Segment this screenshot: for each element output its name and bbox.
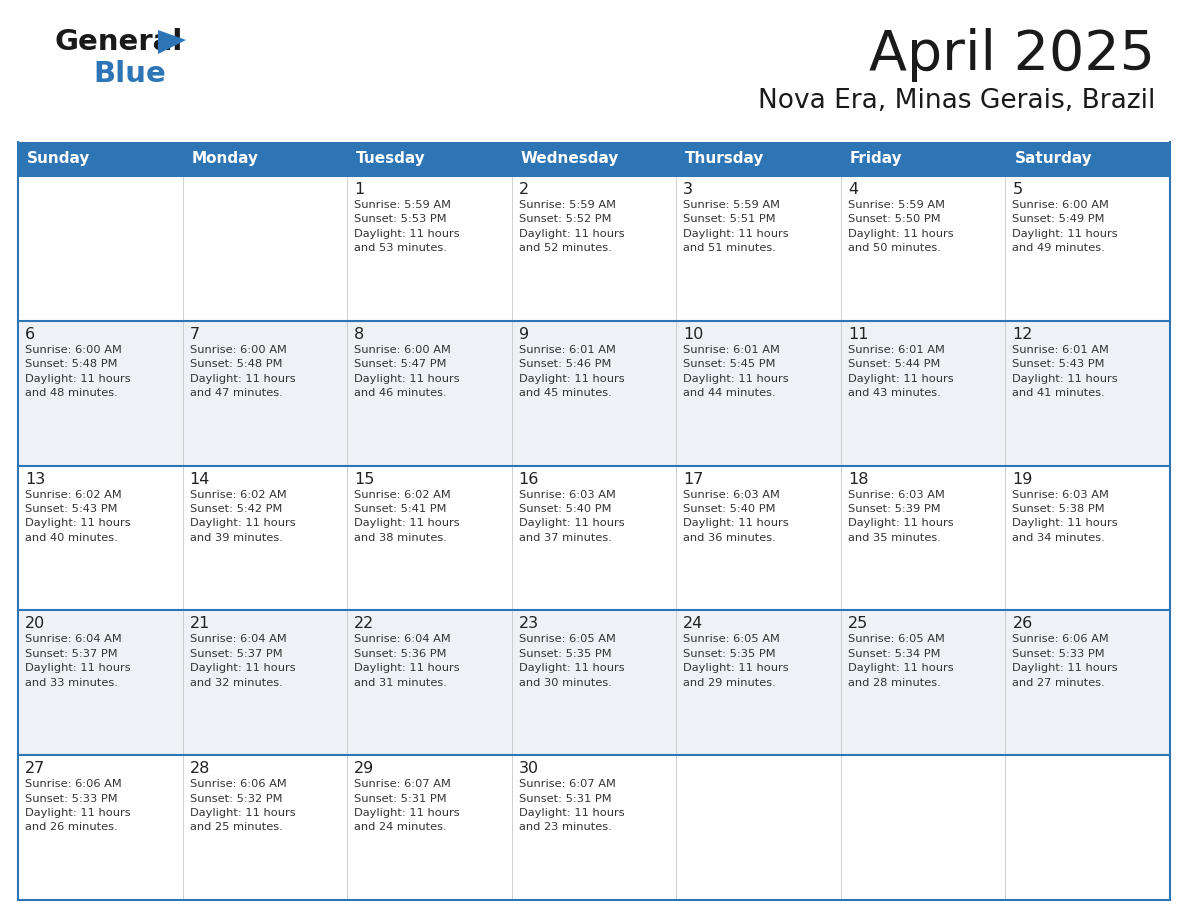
Text: 27: 27 [25, 761, 45, 777]
Text: April 2025: April 2025 [868, 28, 1155, 82]
Text: 9: 9 [519, 327, 529, 341]
Text: 15: 15 [354, 472, 374, 487]
Text: Sunrise: 6:05 AM
Sunset: 5:35 PM
Daylight: 11 hours
and 30 minutes.: Sunrise: 6:05 AM Sunset: 5:35 PM Dayligh… [519, 634, 625, 688]
Text: 13: 13 [25, 472, 45, 487]
Text: 8: 8 [354, 327, 365, 341]
Text: Sunrise: 6:00 AM
Sunset: 5:47 PM
Daylight: 11 hours
and 46 minutes.: Sunrise: 6:00 AM Sunset: 5:47 PM Dayligh… [354, 345, 460, 398]
Text: Blue: Blue [93, 60, 166, 88]
Text: Thursday: Thursday [685, 151, 765, 166]
Bar [18, 610, 1170, 756]
Text: 26: 26 [1012, 616, 1032, 632]
Text: 21: 21 [190, 616, 210, 632]
Text: 11: 11 [848, 327, 868, 341]
Text: Sunrise: 6:00 AM
Sunset: 5:48 PM
Daylight: 11 hours
and 48 minutes.: Sunrise: 6:00 AM Sunset: 5:48 PM Dayligh… [25, 345, 131, 398]
Text: Nova Era, Minas Gerais, Brazil: Nova Era, Minas Gerais, Brazil [758, 88, 1155, 114]
Text: General: General [55, 28, 183, 56]
Bar [18, 176, 1170, 320]
Text: Sunrise: 6:03 AM
Sunset: 5:40 PM
Daylight: 11 hours
and 37 minutes.: Sunrise: 6:03 AM Sunset: 5:40 PM Dayligh… [519, 489, 625, 543]
Text: 29: 29 [354, 761, 374, 777]
Text: Sunrise: 6:03 AM
Sunset: 5:40 PM
Daylight: 11 hours
and 36 minutes.: Sunrise: 6:03 AM Sunset: 5:40 PM Dayligh… [683, 489, 789, 543]
Text: 22: 22 [354, 616, 374, 632]
Text: 12: 12 [1012, 327, 1032, 341]
Text: Sunrise: 6:00 AM
Sunset: 5:49 PM
Daylight: 11 hours
and 49 minutes.: Sunrise: 6:00 AM Sunset: 5:49 PM Dayligh… [1012, 200, 1118, 253]
Text: 20: 20 [25, 616, 45, 632]
Text: Sunrise: 6:02 AM
Sunset: 5:41 PM
Daylight: 11 hours
and 38 minutes.: Sunrise: 6:02 AM Sunset: 5:41 PM Dayligh… [354, 489, 460, 543]
Text: 2: 2 [519, 182, 529, 197]
Text: Friday: Friday [849, 151, 903, 166]
Text: Sunrise: 6:01 AM
Sunset: 5:43 PM
Daylight: 11 hours
and 41 minutes.: Sunrise: 6:01 AM Sunset: 5:43 PM Dayligh… [1012, 345, 1118, 398]
Text: 7: 7 [190, 327, 200, 341]
Text: Sunrise: 6:06 AM
Sunset: 5:33 PM
Daylight: 11 hours
and 26 minutes.: Sunrise: 6:06 AM Sunset: 5:33 PM Dayligh… [25, 779, 131, 833]
Text: 23: 23 [519, 616, 539, 632]
Text: 1: 1 [354, 182, 365, 197]
Text: Sunrise: 5:59 AM
Sunset: 5:51 PM
Daylight: 11 hours
and 51 minutes.: Sunrise: 5:59 AM Sunset: 5:51 PM Dayligh… [683, 200, 789, 253]
Text: 17: 17 [683, 472, 703, 487]
Text: 5: 5 [1012, 182, 1023, 197]
Bar [18, 756, 1170, 900]
Text: 25: 25 [848, 616, 868, 632]
Text: 4: 4 [848, 182, 858, 197]
Text: 28: 28 [190, 761, 210, 777]
Text: 6: 6 [25, 327, 36, 341]
Text: Sunrise: 6:06 AM
Sunset: 5:33 PM
Daylight: 11 hours
and 27 minutes.: Sunrise: 6:06 AM Sunset: 5:33 PM Dayligh… [1012, 634, 1118, 688]
Bar [18, 465, 1170, 610]
Text: Sunrise: 6:01 AM
Sunset: 5:46 PM
Daylight: 11 hours
and 45 minutes.: Sunrise: 6:01 AM Sunset: 5:46 PM Dayligh… [519, 345, 625, 398]
Text: Sunrise: 6:01 AM
Sunset: 5:45 PM
Daylight: 11 hours
and 44 minutes.: Sunrise: 6:01 AM Sunset: 5:45 PM Dayligh… [683, 345, 789, 398]
Text: Sunrise: 6:02 AM
Sunset: 5:43 PM
Daylight: 11 hours
and 40 minutes.: Sunrise: 6:02 AM Sunset: 5:43 PM Dayligh… [25, 489, 131, 543]
Bar [18, 142, 1170, 176]
Text: Sunrise: 6:02 AM
Sunset: 5:42 PM
Daylight: 11 hours
and 39 minutes.: Sunrise: 6:02 AM Sunset: 5:42 PM Dayligh… [190, 489, 295, 543]
Text: Sunrise: 6:07 AM
Sunset: 5:31 PM
Daylight: 11 hours
and 24 minutes.: Sunrise: 6:07 AM Sunset: 5:31 PM Dayligh… [354, 779, 460, 833]
Polygon shape [158, 30, 187, 54]
Text: Sunrise: 6:03 AM
Sunset: 5:38 PM
Daylight: 11 hours
and 34 minutes.: Sunrise: 6:03 AM Sunset: 5:38 PM Dayligh… [1012, 489, 1118, 543]
Text: Sunrise: 5:59 AM
Sunset: 5:50 PM
Daylight: 11 hours
and 50 minutes.: Sunrise: 5:59 AM Sunset: 5:50 PM Dayligh… [848, 200, 954, 253]
Text: Sunrise: 6:04 AM
Sunset: 5:36 PM
Daylight: 11 hours
and 31 minutes.: Sunrise: 6:04 AM Sunset: 5:36 PM Dayligh… [354, 634, 460, 688]
Text: Sunrise: 6:05 AM
Sunset: 5:35 PM
Daylight: 11 hours
and 29 minutes.: Sunrise: 6:05 AM Sunset: 5:35 PM Dayligh… [683, 634, 789, 688]
Text: Sunrise: 6:05 AM
Sunset: 5:34 PM
Daylight: 11 hours
and 28 minutes.: Sunrise: 6:05 AM Sunset: 5:34 PM Dayligh… [848, 634, 954, 688]
Text: Wednesday: Wednesday [520, 151, 619, 166]
Text: Sunrise: 6:06 AM
Sunset: 5:32 PM
Daylight: 11 hours
and 25 minutes.: Sunrise: 6:06 AM Sunset: 5:32 PM Dayligh… [190, 779, 295, 833]
Text: Sunday: Sunday [27, 151, 90, 166]
Text: 16: 16 [519, 472, 539, 487]
Text: Sunrise: 6:03 AM
Sunset: 5:39 PM
Daylight: 11 hours
and 35 minutes.: Sunrise: 6:03 AM Sunset: 5:39 PM Dayligh… [848, 489, 954, 543]
Text: Saturday: Saturday [1015, 151, 1092, 166]
Text: 18: 18 [848, 472, 868, 487]
Text: Sunrise: 6:01 AM
Sunset: 5:44 PM
Daylight: 11 hours
and 43 minutes.: Sunrise: 6:01 AM Sunset: 5:44 PM Dayligh… [848, 345, 954, 398]
Text: Sunrise: 6:07 AM
Sunset: 5:31 PM
Daylight: 11 hours
and 23 minutes.: Sunrise: 6:07 AM Sunset: 5:31 PM Dayligh… [519, 779, 625, 833]
Text: Monday: Monday [191, 151, 259, 166]
Text: Sunrise: 6:04 AM
Sunset: 5:37 PM
Daylight: 11 hours
and 32 minutes.: Sunrise: 6:04 AM Sunset: 5:37 PM Dayligh… [190, 634, 295, 688]
Text: Sunrise: 5:59 AM
Sunset: 5:53 PM
Daylight: 11 hours
and 53 minutes.: Sunrise: 5:59 AM Sunset: 5:53 PM Dayligh… [354, 200, 460, 253]
Text: 19: 19 [1012, 472, 1032, 487]
Bar [18, 320, 1170, 465]
Text: Sunrise: 6:04 AM
Sunset: 5:37 PM
Daylight: 11 hours
and 33 minutes.: Sunrise: 6:04 AM Sunset: 5:37 PM Dayligh… [25, 634, 131, 688]
Text: 14: 14 [190, 472, 210, 487]
Text: Tuesday: Tuesday [356, 151, 425, 166]
Text: Sunrise: 5:59 AM
Sunset: 5:52 PM
Daylight: 11 hours
and 52 minutes.: Sunrise: 5:59 AM Sunset: 5:52 PM Dayligh… [519, 200, 625, 253]
Text: 30: 30 [519, 761, 539, 777]
Text: 10: 10 [683, 327, 703, 341]
Text: 24: 24 [683, 616, 703, 632]
Text: Sunrise: 6:00 AM
Sunset: 5:48 PM
Daylight: 11 hours
and 47 minutes.: Sunrise: 6:00 AM Sunset: 5:48 PM Dayligh… [190, 345, 295, 398]
Text: 3: 3 [683, 182, 694, 197]
